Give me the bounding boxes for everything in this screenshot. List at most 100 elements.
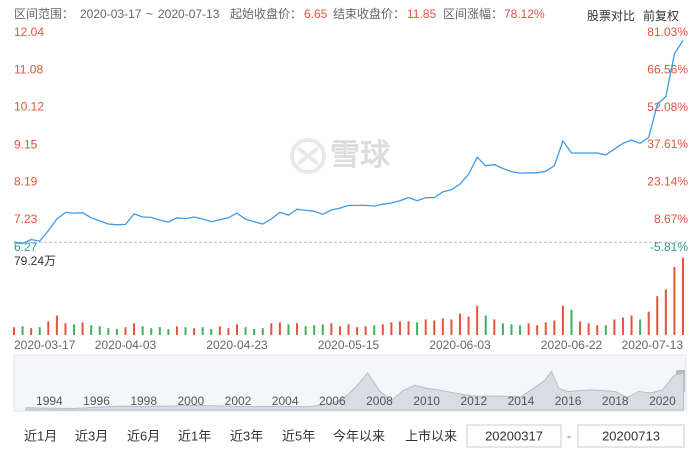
range-button[interactable]: 近5年 [282,428,315,443]
volume-bar [47,321,50,335]
volume-bar [115,329,118,335]
navigator-year: 2002 [225,394,252,408]
watermark-logo [290,138,326,174]
navigator-year: 2004 [272,394,299,408]
volume-bar [373,325,376,335]
volume-bar [390,322,393,335]
volume-bar [90,325,93,335]
volume-bar [476,305,479,335]
volume-bar [270,323,273,335]
volume-bar [55,315,58,335]
x-tick-label: 2020-04-03 [95,338,157,352]
volume-bar [656,296,659,335]
volume-bar [338,326,341,335]
volume-bar [467,316,470,335]
x-tick-label: 2020-06-22 [541,338,603,352]
volume-bar [570,309,573,335]
volume-bar [175,326,178,335]
volume-bar [73,324,76,335]
range-button[interactable]: 近3月 [75,428,108,443]
volume-bar [30,328,33,335]
volume-bar [639,319,642,335]
separator: - [567,429,571,443]
range-button[interactable]: 近6月 [127,428,160,443]
volume-bar [107,328,110,335]
change: 78.12% [504,7,545,21]
start-input[interactable]: 20200317 [485,428,543,443]
y-tick-label: 12.04 [14,25,44,39]
compare-button[interactable]: 股票对比 [587,9,635,23]
start-label: 起始收盘价： [230,6,302,21]
volume-bar [621,317,624,335]
x-tick-label: 2020-06-03 [429,338,491,352]
volume-bar [141,326,144,335]
y2-tick-label: 37.61% [647,137,688,151]
navigator-year: 2018 [602,394,629,408]
volume-bar [347,324,350,335]
volume-bar [133,323,136,335]
volume-bar [433,320,436,335]
range-button[interactable]: 近1年 [178,428,211,443]
y2-tick-label: 52.08% [647,100,688,114]
volume-bar [519,325,522,335]
volume-bar [278,322,281,335]
navigator-year: 2000 [177,394,204,408]
volume-bar [493,319,496,335]
volume-bar [244,327,247,335]
end-input[interactable]: 20200713 [602,428,660,443]
adjust-button[interactable]: 前复权 [643,8,679,23]
y-tick-label: 9.15 [14,137,38,151]
volume-bar [587,323,590,335]
volume-bar [647,311,650,335]
volume-bar [561,305,564,335]
start-input-box[interactable] [466,424,562,448]
volume-bar [184,327,187,335]
range-button[interactable]: 今年以来 [333,428,385,443]
volume-bar [364,326,367,335]
price-line [13,40,684,245]
end-input-box[interactable] [577,424,685,448]
y-tick-label: 11.08 [14,62,43,76]
y2-tick-label: 66.56% [647,62,688,76]
volume-bar [501,323,504,335]
watermark: 雪球 [330,139,391,172]
volume-bar [193,328,196,335]
volume-bar [124,327,127,335]
volume-bar [64,323,67,335]
navigator-year: 2008 [366,394,393,408]
range-button[interactable]: 近1月 [24,428,57,443]
range-button[interactable]: 上市以来 [405,428,457,443]
y2-tick-label: 23.14% [647,174,688,188]
volume-bar [253,329,256,335]
volume-bar [510,324,513,335]
volume-bar [673,266,676,335]
volume-bar [330,323,333,335]
x-tick-label: 2020-05-15 [318,338,380,352]
volume-bar [398,321,401,335]
volume-bar [544,322,547,335]
volume-bar [313,325,316,335]
range-button[interactable]: 近3年 [230,428,263,443]
volume-bar [381,324,384,335]
y2-tick-label: 8.67% [654,212,688,226]
end-price: 11.85 [407,7,436,21]
volume-bar [664,289,667,335]
volume-bar [553,320,556,335]
end-label: 结束收盘价： [333,6,405,21]
volume-bar [167,329,170,335]
volume-bar [261,328,264,335]
navigator-year: 2010 [413,394,440,408]
volume-bar [296,323,299,335]
volume-bar [441,318,444,335]
volume-tick-label: 79.24万 [14,254,56,268]
volume-bar [210,329,213,335]
volume-bar [227,328,230,335]
volume-bar [484,315,487,335]
volume-bar [236,324,238,335]
navigator-year: 2012 [460,394,487,408]
y-tick-label: 8.19 [14,175,38,189]
range-label: 区间范围： [14,7,74,21]
volume-bar [81,322,84,335]
volume-bar [604,325,607,335]
